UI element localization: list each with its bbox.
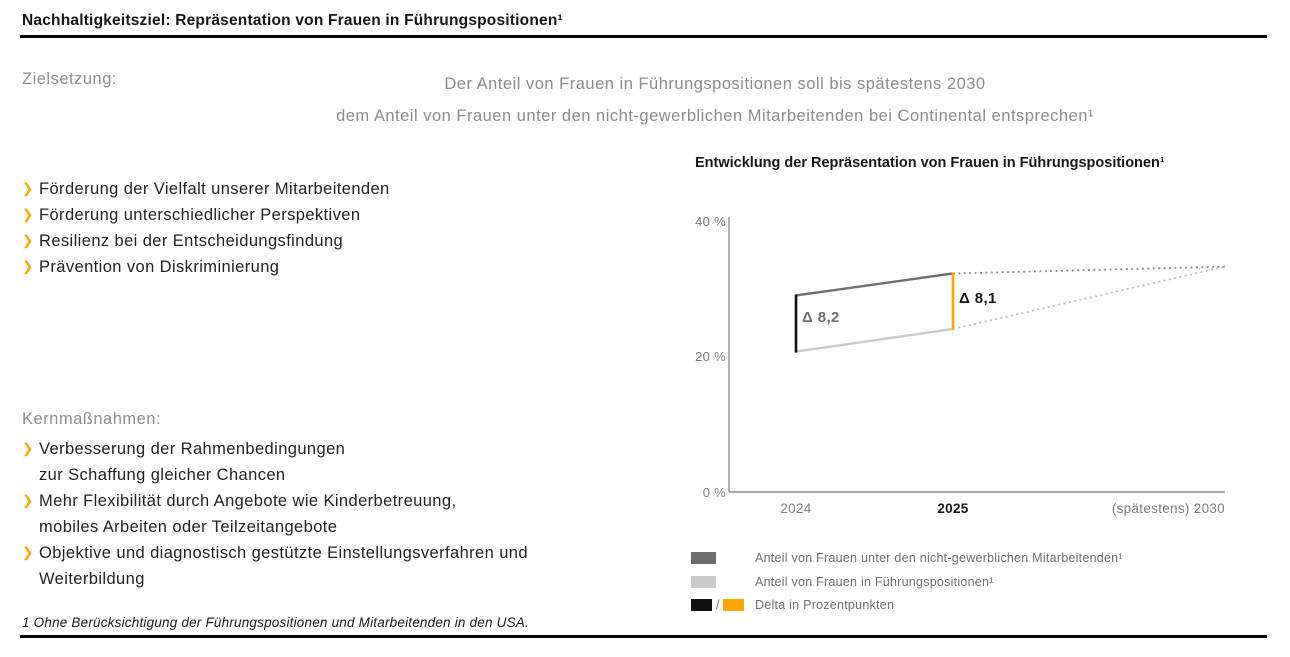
chevron-bullet-icon: ❯ bbox=[22, 207, 34, 222]
page-title: Nachhaltigkeitsziel: Repräsentation von … bbox=[22, 12, 563, 29]
benefit-text: Prävention von Diskriminierung bbox=[39, 258, 280, 276]
chevron-bullet-icon: ❯ bbox=[22, 493, 34, 508]
plot-area: Δ 8,2 Δ 8,1 bbox=[728, 211, 1232, 501]
benefit-text: Förderung unterschiedlicher Perspektiven bbox=[39, 206, 361, 224]
chart-panel: Entwicklung der Repräsentation von Fraue… bbox=[690, 145, 1275, 633]
legend-row: Anteil von Frauen in Führungspositionen¹ bbox=[691, 575, 994, 589]
light-gray-swatch-icon bbox=[691, 576, 716, 588]
measures-label: Kernmaßnahmen: bbox=[22, 410, 162, 428]
y-axis-tick-20: 20 % bbox=[695, 349, 726, 364]
legend-label: Anteil von Frauen unter den nicht-gewerb… bbox=[755, 551, 1123, 565]
list-item: ❯ Verbesserung der Rahmenbedingungen zur… bbox=[22, 436, 528, 488]
objective-text: Der Anteil von Frauen in Führungspositio… bbox=[336, 75, 1094, 125]
x-axis-tick-2025: 2025 bbox=[937, 501, 969, 516]
chevron-bullet-icon: ❯ bbox=[22, 233, 34, 248]
legend-separator: / bbox=[716, 598, 720, 612]
footnote: 1 Ohne Berücksichtigung der Führungsposi… bbox=[22, 615, 529, 630]
legend-label: Anteil von Frauen in Führungspositionen¹ bbox=[755, 575, 994, 589]
title-rule bbox=[20, 35, 1267, 38]
y-axis-tick-40: 40 % bbox=[695, 214, 726, 229]
x-axis-tick-2030: (spätestens) 2030 bbox=[1111, 501, 1225, 516]
black-swatch-icon bbox=[691, 599, 712, 611]
dark-gray-swatch-icon bbox=[691, 552, 716, 564]
legend-label: Delta in Prozentpunkten bbox=[755, 598, 895, 612]
list-item: ❯ Mehr Flexibilität durch Angebote wie K… bbox=[22, 488, 528, 540]
chevron-bullet-icon: ❯ bbox=[22, 441, 34, 456]
measures-list: ❯ Verbesserung der Rahmenbedingungen zur… bbox=[22, 436, 528, 592]
chart-title: Entwicklung der Repräsentation von Fraue… bbox=[695, 155, 1165, 171]
y-axis-tick-0: 0 % bbox=[702, 485, 726, 500]
benefits-list: ❯ Förderung der Vielfalt unserer Mitarbe… bbox=[22, 176, 390, 280]
legend-swatch-cell bbox=[691, 576, 753, 588]
list-item: ❯ Förderung der Vielfalt unserer Mitarbe… bbox=[22, 176, 390, 202]
measure-text: Mehr Flexibilität durch Angebote wie Kin… bbox=[39, 492, 457, 536]
benefit-text: Resilienz bei der Entscheidungsfindung bbox=[39, 232, 344, 250]
list-item: ❯ Förderung unterschiedlicher Perspektiv… bbox=[22, 202, 390, 228]
legend-swatch-cell: / bbox=[691, 598, 753, 612]
list-item: ❯ Resilienz bei der Entscheidungsfindung bbox=[22, 228, 390, 254]
chevron-bullet-icon: ❯ bbox=[22, 181, 34, 196]
benefit-text: Förderung der Vielfalt unserer Mitarbeit… bbox=[39, 180, 390, 198]
chevron-bullet-icon: ❯ bbox=[22, 259, 34, 274]
list-item: ❯ Objektive und diagnostisch gestützte E… bbox=[22, 540, 528, 592]
plot-svg bbox=[728, 217, 1226, 493]
delta-2025-label: Δ 8,1 bbox=[959, 290, 997, 307]
chevron-bullet-icon: ❯ bbox=[22, 545, 34, 560]
legend-row: Anteil von Frauen unter den nicht-gewerb… bbox=[691, 551, 1123, 565]
x-axis-tick-2024: 2024 bbox=[780, 501, 812, 516]
measure-text: Objektive und diagnostisch gestützte Ein… bbox=[39, 544, 528, 588]
list-item: ❯ Prävention von Diskriminierung bbox=[22, 254, 390, 280]
legend-swatch-cell bbox=[691, 552, 753, 564]
legend-row: / Delta in Prozentpunkten bbox=[691, 598, 894, 612]
bottom-rule bbox=[20, 635, 1267, 638]
measure-text: Verbesserung der Rahmenbedingungen zur S… bbox=[39, 440, 346, 484]
objective-label: Zielsetzung: bbox=[22, 70, 117, 88]
delta-2024-label: Δ 8,2 bbox=[802, 309, 840, 326]
orange-swatch-icon bbox=[723, 599, 745, 611]
